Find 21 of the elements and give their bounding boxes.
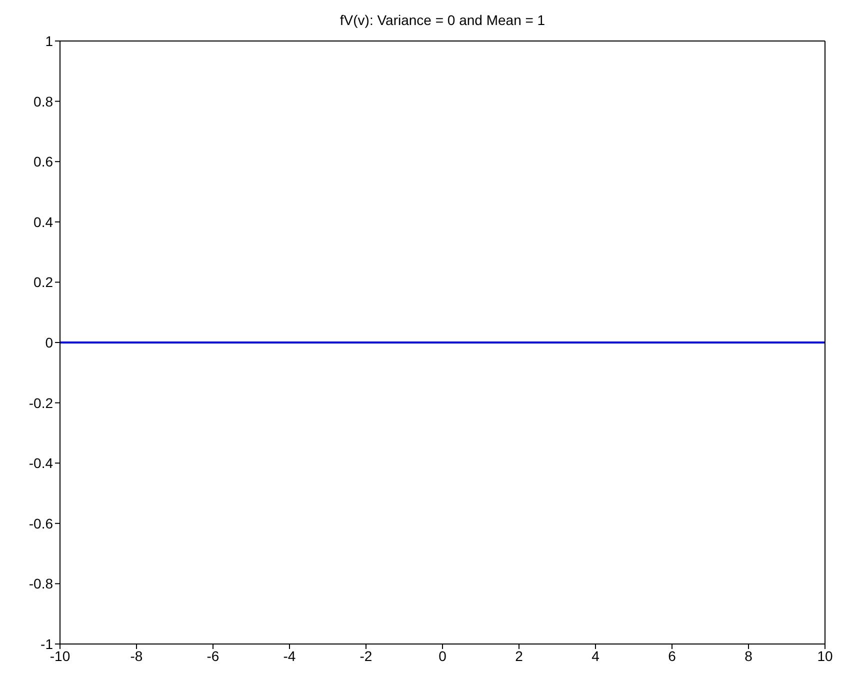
- x-tick-label: 10: [817, 648, 833, 664]
- y-tick-label: -0.6: [28, 515, 54, 532]
- y-tick-label: 0.6: [34, 154, 54, 170]
- y-tick-label: 0.8: [34, 93, 54, 110]
- x-tick-label: 8: [744, 648, 753, 664]
- y-tick-label: -0.8: [28, 576, 54, 592]
- x-tick-label: 0: [438, 648, 447, 664]
- x-tick-label: -4: [283, 648, 296, 664]
- x-tick-label: 2: [515, 648, 524, 664]
- x-tick-label: 6: [668, 648, 676, 664]
- y-tick-label: -0.2: [28, 394, 54, 411]
- y-tick-label: 0: [45, 334, 54, 350]
- x-tick-label: 4: [592, 648, 600, 664]
- y-tick-label: 1: [45, 32, 54, 49]
- chart-title: fV(v): Variance = 0 and Mean = 1: [338, 12, 546, 28]
- x-tick-label: -8: [130, 648, 143, 664]
- x-tick-label: -6: [206, 648, 220, 664]
- y-tick-label: -0.4: [28, 455, 54, 472]
- y-tick-label: 0.2: [34, 274, 54, 290]
- y-tick-label: 0.4: [34, 214, 54, 230]
- x-tick-label: -2: [360, 648, 372, 664]
